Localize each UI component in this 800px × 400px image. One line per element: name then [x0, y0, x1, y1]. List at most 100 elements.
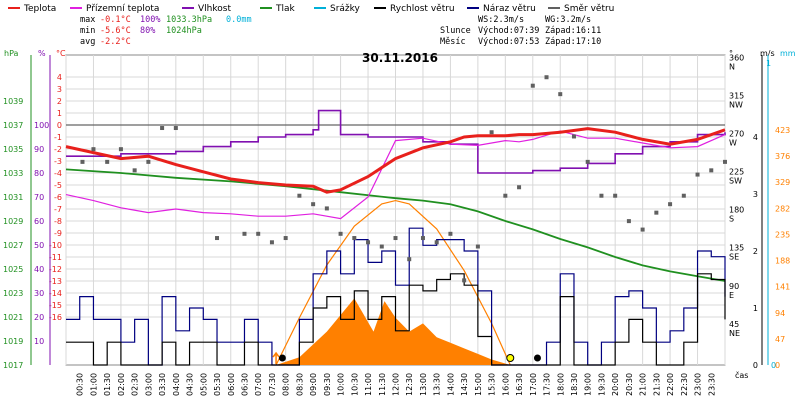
- direction-tick-compass: E: [729, 291, 734, 300]
- temperature-tick-label: 2: [57, 97, 62, 106]
- time-tick-label: 13:30: [433, 373, 442, 396]
- wind-direction-point: [654, 210, 659, 215]
- wind-direction-point: [242, 231, 247, 236]
- moon-label: Měsíc: [440, 37, 466, 47]
- temperature-tick-label: -14: [49, 289, 62, 298]
- humidity-tick-label: 60: [34, 217, 44, 226]
- wind-direction-point: [681, 193, 686, 198]
- wind-direction-point: [695, 172, 700, 177]
- humidity-tick-label: 30: [34, 289, 44, 298]
- stat-wind-gust: WG:3.2m/s: [545, 15, 591, 25]
- wind-direction-point: [324, 206, 329, 211]
- solar-tick-label: 0: [775, 361, 780, 370]
- wind-direction-point: [105, 159, 110, 164]
- moon-rise: Východ:07:53: [478, 37, 539, 47]
- solar-tick-label: 423: [775, 126, 790, 135]
- direction-tick-compass: N: [729, 62, 735, 71]
- time-tick-label: 12:00: [392, 373, 401, 396]
- legend-label: Tlak: [275, 4, 296, 14]
- series-wind-gust: [66, 227, 726, 366]
- solar-theoretical-curve: [275, 199, 511, 366]
- wind-direction-point: [517, 185, 522, 190]
- time-tick-label: 21:30: [652, 373, 661, 396]
- wind-direction-point: [118, 147, 123, 152]
- time-tick-label: 14:00: [446, 373, 455, 396]
- pressure-tick-label: 1039: [3, 97, 23, 106]
- humidity-tick-label: 70: [34, 193, 44, 202]
- time-tick-label: 09:00: [309, 373, 318, 396]
- legend-label: Směr větru: [564, 4, 614, 14]
- wind-direction-point: [338, 231, 343, 236]
- time-tick-label: 16:00: [501, 373, 510, 396]
- temperature-tick-label: -11: [49, 253, 62, 262]
- time-tick-label: 15:30: [488, 373, 497, 396]
- x-axis-label: čas: [735, 370, 748, 380]
- temperature-tick-label: -10: [49, 241, 62, 250]
- solar-tick-label: 141: [775, 283, 790, 292]
- wind-direction-point: [420, 236, 425, 241]
- time-tick-label: 05:00: [199, 373, 208, 396]
- wind-direction-point: [434, 240, 439, 245]
- time-tick-label: 17:30: [543, 373, 552, 396]
- time-tick-label: 18:00: [556, 373, 565, 396]
- time-tick-label: 20:30: [625, 373, 634, 396]
- temperature-tick-label: -1: [54, 133, 62, 142]
- temperature-tick-label: -12: [49, 265, 62, 274]
- temperature-tick-label: -8: [54, 217, 62, 226]
- sun-set: Západ:16:11: [545, 26, 601, 36]
- humidity-tick-label: 20: [34, 313, 44, 322]
- time-tick-label: 07:30: [268, 373, 277, 396]
- stat-temperature: -2.2°C: [100, 37, 131, 47]
- wind-direction-point: [503, 193, 508, 198]
- time-tick-label: 18:30: [570, 373, 579, 396]
- time-tick-label: 04:00: [172, 373, 181, 396]
- temperature-tick-label: -3: [54, 157, 62, 166]
- marker-moonrise: [278, 354, 286, 362]
- wind-tick-label: 3: [753, 190, 758, 199]
- wind-direction-point: [462, 278, 467, 283]
- time-tick-label: 16:30: [515, 373, 524, 396]
- wind-direction-point: [723, 159, 727, 164]
- time-tick-label: 09:30: [323, 373, 332, 396]
- wind-direction-point: [640, 227, 645, 232]
- temperature-tick-label: -6: [54, 193, 62, 202]
- wind-direction-point: [585, 159, 590, 164]
- series-ground-temperature: [65, 130, 726, 220]
- wind-direction-point: [256, 231, 261, 236]
- temperature-tick-label: -15: [49, 301, 62, 310]
- time-tick-label: 07:00: [254, 373, 263, 396]
- solar-tick-label: 376: [775, 152, 790, 161]
- wind-direction-point: [297, 193, 302, 198]
- time-tick-label: 01:00: [89, 373, 98, 396]
- time-tick-label: 12:30: [405, 373, 414, 396]
- humidity-tick-label: 80: [34, 169, 44, 178]
- time-tick-label: 23:00: [694, 373, 703, 396]
- wind-tick-label: 2: [753, 247, 758, 256]
- legend-label: Teplota: [23, 4, 56, 14]
- time-tick-label: 00:30: [76, 373, 85, 396]
- wind-direction-point: [366, 240, 371, 245]
- solar-tick-label: 329: [775, 178, 790, 187]
- stat-label: min: [80, 26, 95, 36]
- direction-tick-value: 180: [729, 206, 744, 215]
- stat-wind-speed: WS:2.3m/s: [478, 15, 524, 25]
- direction-tick-compass: S: [729, 215, 734, 224]
- time-tick-label: 22:00: [666, 373, 675, 396]
- series-pressure: [65, 168, 726, 282]
- pressure-tick-label: 1029: [3, 217, 23, 226]
- humidity-tick-label: 40: [34, 265, 44, 274]
- time-tick-label: 02:30: [131, 373, 140, 396]
- wind-direction-point: [132, 168, 137, 173]
- wind-direction-point: [626, 219, 631, 224]
- legend-label: Vlhkost: [198, 4, 231, 14]
- legend-label: Rychlost větru: [390, 4, 455, 14]
- direction-tick-compass: NE: [729, 329, 740, 338]
- time-tick-label: 10:30: [350, 373, 359, 396]
- time-tick-label: 08:00: [282, 373, 291, 396]
- solar-tick-label: 235: [775, 230, 790, 239]
- pressure-tick-label: 1025: [3, 265, 23, 274]
- stat-temperature: -5.6°C: [100, 26, 131, 36]
- time-tick-label: 19:00: [584, 373, 593, 396]
- wind-tick-label: 0: [753, 361, 758, 370]
